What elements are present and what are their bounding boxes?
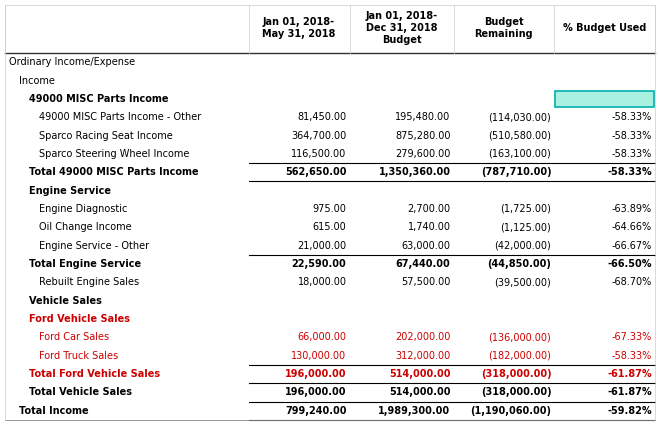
Text: (44,850.00): (44,850.00)	[487, 259, 551, 269]
Text: (1,725.00): (1,725.00)	[500, 204, 551, 214]
Text: -64.66%: -64.66%	[612, 222, 652, 232]
Text: 1,740.00: 1,740.00	[407, 222, 451, 232]
Text: (1,125.00): (1,125.00)	[500, 222, 551, 232]
Text: Oil Change Income: Oil Change Income	[39, 222, 131, 232]
Text: Ford Truck Sales: Ford Truck Sales	[39, 351, 118, 361]
Text: 22,590.00: 22,590.00	[292, 259, 347, 269]
Text: 514,000.00: 514,000.00	[389, 388, 451, 397]
Text: 562,650.00: 562,650.00	[285, 167, 346, 177]
Text: 312,000.00: 312,000.00	[395, 351, 451, 361]
Text: Total 49000 MISC Parts Income: Total 49000 MISC Parts Income	[29, 167, 199, 177]
Text: % Budget Used: % Budget Used	[563, 23, 646, 33]
Text: (163,100.00): (163,100.00)	[488, 149, 551, 159]
Text: Total Income: Total Income	[19, 406, 88, 416]
Text: 63,000.00: 63,000.00	[401, 241, 451, 251]
Text: 21,000.00: 21,000.00	[298, 241, 346, 251]
Bar	[5, 5, 655, 53]
Text: Engine Diagnostic: Engine Diagnostic	[39, 204, 127, 214]
Text: -61.87%: -61.87%	[607, 369, 652, 379]
Text: -58.33%: -58.33%	[612, 112, 652, 122]
Text: 1,989,300.00: 1,989,300.00	[378, 406, 451, 416]
Text: 195,480.00: 195,480.00	[395, 112, 451, 122]
Text: 66,000.00: 66,000.00	[298, 332, 346, 343]
Text: Engine Service: Engine Service	[29, 186, 111, 196]
Text: 799,240.00: 799,240.00	[285, 406, 346, 416]
Text: -58.33%: -58.33%	[612, 351, 652, 361]
Text: 514,000.00: 514,000.00	[389, 369, 451, 379]
Text: 49000 MISC Parts Income - Other: 49000 MISC Parts Income - Other	[39, 112, 201, 122]
Text: Ford Vehicle Sales: Ford Vehicle Sales	[29, 314, 130, 324]
Text: -58.33%: -58.33%	[607, 167, 652, 177]
Text: 196,000.00: 196,000.00	[285, 369, 346, 379]
Text: 81,450.00: 81,450.00	[298, 112, 346, 122]
Text: (787,710.00): (787,710.00)	[480, 167, 551, 177]
Text: 279,600.00: 279,600.00	[395, 149, 451, 159]
Bar	[555, 91, 654, 107]
Text: (114,030.00): (114,030.00)	[488, 112, 551, 122]
Text: Sparco Steering Wheel Income: Sparco Steering Wheel Income	[39, 149, 189, 159]
Text: -66.67%: -66.67%	[612, 241, 652, 251]
Text: 57,500.00: 57,500.00	[401, 278, 451, 287]
Text: Total Ford Vehicle Sales: Total Ford Vehicle Sales	[29, 369, 160, 379]
Text: (510,580.00): (510,580.00)	[488, 130, 551, 141]
Text: 18,000.00: 18,000.00	[298, 278, 346, 287]
Text: 615.00: 615.00	[313, 222, 346, 232]
Text: (42,000.00): (42,000.00)	[494, 241, 551, 251]
Text: Jan 01, 2018-
May 31, 2018: Jan 01, 2018- May 31, 2018	[263, 17, 336, 39]
Text: Engine Service - Other: Engine Service - Other	[39, 241, 149, 251]
Text: -66.50%: -66.50%	[607, 259, 652, 269]
Text: 49000 MISC Parts Income: 49000 MISC Parts Income	[29, 94, 168, 104]
Text: (1,190,060.00): (1,190,060.00)	[470, 406, 551, 416]
Text: 2,700.00: 2,700.00	[407, 204, 451, 214]
Text: -58.33%: -58.33%	[612, 130, 652, 141]
Text: Budget
Remaining: Budget Remaining	[475, 17, 533, 39]
Text: 364,700.00: 364,700.00	[291, 130, 346, 141]
Text: 202,000.00: 202,000.00	[395, 332, 451, 343]
Text: (318,000.00): (318,000.00)	[480, 388, 551, 397]
Text: 116,500.00: 116,500.00	[291, 149, 346, 159]
Text: Sparco Racing Seat Income: Sparco Racing Seat Income	[39, 130, 173, 141]
Text: 67,440.00: 67,440.00	[396, 259, 451, 269]
Text: -67.33%: -67.33%	[612, 332, 652, 343]
Text: -68.70%: -68.70%	[612, 278, 652, 287]
Text: Jan 01, 2018-
Dec 31, 2018
Budget: Jan 01, 2018- Dec 31, 2018 Budget	[366, 11, 438, 45]
Text: Total Engine Service: Total Engine Service	[29, 259, 141, 269]
Text: Vehicle Sales: Vehicle Sales	[29, 296, 102, 306]
Text: 196,000.00: 196,000.00	[285, 388, 346, 397]
Text: -61.87%: -61.87%	[607, 388, 652, 397]
Text: 975.00: 975.00	[313, 204, 346, 214]
Text: Income: Income	[19, 76, 55, 85]
Text: 130,000.00: 130,000.00	[291, 351, 346, 361]
Text: (182,000.00): (182,000.00)	[488, 351, 551, 361]
Text: Rebuilt Engine Sales: Rebuilt Engine Sales	[39, 278, 139, 287]
Text: (136,000.00): (136,000.00)	[488, 332, 551, 343]
Text: 1,350,360.00: 1,350,360.00	[378, 167, 451, 177]
Text: 875,280.00: 875,280.00	[395, 130, 451, 141]
Text: Ordinary Income/Expense: Ordinary Income/Expense	[9, 57, 135, 67]
Text: Ford Car Sales: Ford Car Sales	[39, 332, 109, 343]
Text: (318,000.00): (318,000.00)	[480, 369, 551, 379]
Text: -63.89%: -63.89%	[612, 204, 652, 214]
Text: -58.33%: -58.33%	[612, 149, 652, 159]
Text: -59.82%: -59.82%	[607, 406, 652, 416]
Text: Total Vehicle Sales: Total Vehicle Sales	[29, 388, 132, 397]
Text: (39,500.00): (39,500.00)	[494, 278, 551, 287]
